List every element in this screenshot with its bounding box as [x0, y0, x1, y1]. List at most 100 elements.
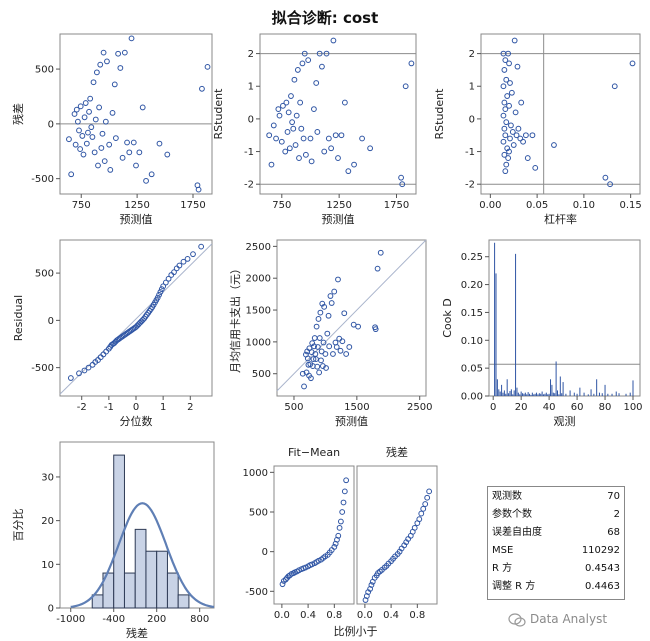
data-point: [318, 357, 324, 364]
data-point: [176, 262, 183, 269]
data-point: [117, 65, 124, 71]
data-point: [345, 168, 352, 175]
data-point: [323, 50, 330, 57]
data-point: [199, 85, 205, 92]
data-point: [529, 132, 536, 139]
data-point: [282, 148, 289, 155]
normal-density-curve: [70, 502, 215, 608]
data-point: [339, 509, 346, 515]
x-axis-label: 观测: [554, 415, 576, 428]
data-point: [337, 518, 344, 525]
data-point: [517, 135, 524, 142]
data-point: [128, 35, 135, 42]
data-point: [510, 142, 517, 148]
data-point: [195, 186, 202, 193]
data-point: [74, 118, 81, 125]
y-tick-label: 0: [469, 114, 475, 125]
data-point: [107, 166, 114, 173]
data-point: [156, 140, 163, 147]
data-point: [505, 155, 512, 161]
x-tick-label: 100: [623, 402, 642, 413]
data-point: [85, 129, 91, 136]
data-point: [85, 364, 92, 371]
x-tick-label: -2: [77, 402, 87, 413]
data-point: [104, 58, 110, 65]
data-point: [518, 99, 525, 106]
data-point: [198, 243, 205, 250]
data-point: [420, 505, 427, 512]
data-point: [398, 174, 404, 181]
data-point: [310, 356, 317, 362]
stat-row: 观测数 70: [492, 489, 620, 505]
data-point: [335, 276, 341, 283]
data-point: [283, 99, 290, 106]
data-point: [506, 148, 512, 155]
data-point: [89, 361, 96, 368]
y-tick-label: 2500: [246, 242, 271, 253]
data-point: [133, 162, 139, 169]
y-tick-label: 1: [248, 82, 254, 93]
stat-label: R 方: [492, 563, 513, 574]
plot-frame: [273, 465, 355, 605]
data-point: [504, 93, 511, 99]
plot-frame: [59, 33, 213, 195]
data-point: [100, 351, 107, 358]
data-point: [520, 138, 526, 145]
data-point: [87, 95, 94, 102]
x-tick-label: 0: [133, 402, 139, 413]
stat-row: 调整 R 方 0.4463: [492, 579, 620, 595]
data-point: [321, 303, 328, 310]
y-axis-label: Residual: [12, 295, 25, 341]
data-point: [515, 125, 522, 132]
data-point: [276, 112, 283, 119]
data-point: [509, 129, 516, 135]
fit-statistics-table: 观测数 70 参数个数 2 误差自由度 68 MSE 110292 R 方 0.4543 …: [487, 486, 625, 600]
panel-title: 残差: [386, 445, 408, 459]
data-point: [284, 129, 291, 135]
data-point: [508, 122, 514, 129]
data-point: [296, 155, 302, 161]
y-tick-label: 500: [249, 508, 268, 519]
y-tick-label: 0.20: [461, 280, 483, 291]
data-point: [377, 249, 384, 256]
data-point: [503, 119, 510, 126]
data-point: [330, 351, 336, 357]
data-point: [86, 108, 92, 115]
page-title: 拟合诊断: cost: [271, 9, 379, 27]
watermark: Data Analyst: [508, 612, 607, 627]
data-point: [513, 132, 520, 139]
reference-line: [276, 239, 427, 392]
data-point: [524, 155, 531, 161]
data-point: [279, 581, 286, 588]
data-point: [307, 135, 314, 142]
x-axis-label: 预测值: [120, 213, 153, 226]
histogram-bar: [177, 594, 190, 609]
data-point: [115, 50, 122, 57]
data-point: [76, 127, 82, 134]
data-point: [204, 63, 211, 70]
x-tick-label: -400: [102, 614, 125, 625]
x-axis-label: 预测值: [335, 415, 368, 428]
data-point: [346, 344, 353, 350]
data-point: [68, 171, 75, 178]
data-point: [88, 124, 95, 131]
y-tick-label: 0.10: [461, 336, 483, 347]
data-point: [301, 383, 307, 390]
data-point: [158, 286, 165, 293]
data-point: [71, 111, 78, 117]
watermark-text: Data Analyst: [530, 612, 608, 626]
data-point: [164, 151, 171, 158]
data-point: [532, 164, 539, 171]
stat-row: 参数个数 2: [492, 507, 620, 523]
data-point: [339, 338, 346, 345]
data-point: [408, 60, 415, 67]
chat-bubble-icon: [508, 612, 526, 627]
data-point: [311, 335, 318, 341]
data-point: [96, 104, 103, 111]
stat-label: MSE: [492, 545, 514, 556]
y-tick-label: 500: [35, 65, 54, 76]
data-point: [102, 118, 109, 125]
data-point: [355, 323, 362, 330]
data-point: [416, 516, 423, 523]
data-point: [341, 310, 348, 317]
